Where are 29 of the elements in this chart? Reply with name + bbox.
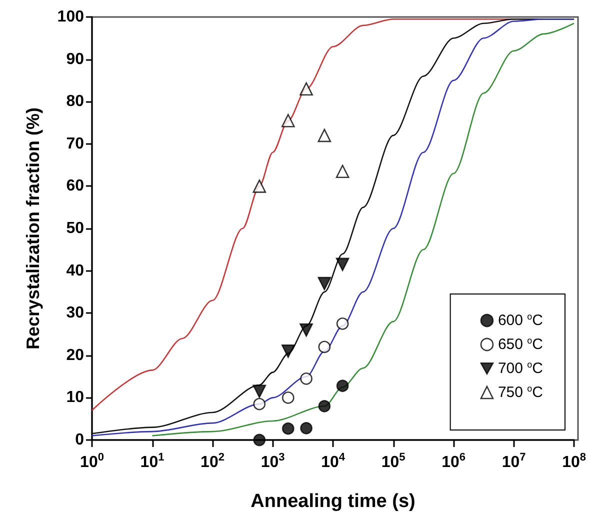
point <box>318 128 332 142</box>
y-tick-label: 90 <box>66 50 84 68</box>
y-tick-label: 0 <box>75 432 84 448</box>
point <box>318 340 331 354</box>
y-axis-title: Recrystalization fraction (%) <box>23 107 43 350</box>
point <box>282 422 294 435</box>
y-tick-label: 70 <box>66 135 84 152</box>
point <box>300 372 312 385</box>
point <box>336 164 350 178</box>
y-tick-label: 20 <box>66 346 84 364</box>
y-tick-label: 10 <box>66 389 84 406</box>
y-tick-label: 30 <box>66 304 84 322</box>
point <box>300 82 313 96</box>
x-axis-title: Annealing time (s) <box>250 491 416 512</box>
point <box>336 318 349 330</box>
point <box>336 258 350 272</box>
point <box>336 380 349 392</box>
y-tick-label: 100 <box>57 8 84 26</box>
point <box>282 114 295 128</box>
point <box>282 392 294 404</box>
point <box>318 400 331 412</box>
point <box>300 323 313 337</box>
point <box>300 422 312 434</box>
point <box>318 276 332 290</box>
y-tick-label: 40 <box>66 262 84 280</box>
y-tick-label: 60 <box>66 178 84 195</box>
y-tick-label: 50 <box>66 220 84 237</box>
y-tick-label: 80 <box>66 93 84 110</box>
point <box>282 344 295 358</box>
